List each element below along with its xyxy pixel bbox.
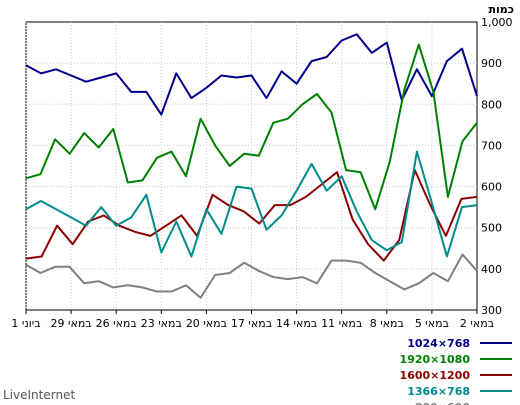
x-tick-label: 29 במאי	[51, 317, 92, 330]
y-axis-ticks: 300 400 500 600 700 800 900 1,000	[481, 16, 513, 317]
x-tick-label: 11 במאי	[321, 317, 362, 330]
x-tick-label: 17 במאי	[231, 317, 272, 330]
legend-label: 800×600	[415, 401, 470, 405]
x-tick-label: 23 במאי	[141, 317, 182, 330]
x-tick-label: 20 במאי	[186, 317, 227, 330]
y-tick-label: 1,000	[481, 16, 513, 29]
x-tick-label: 8 במאי	[370, 317, 404, 330]
legend-label: 1366×768	[407, 385, 470, 398]
series-line-4	[25, 150, 478, 258]
legend-label: 1600×1200	[400, 369, 471, 382]
x-tick-label: 2 במאי	[460, 317, 494, 330]
x-axis-ticks: 2 במאי 5 במאי 8 במאי 11 במאי 14 במאי 17 במאי 2…	[11, 310, 494, 330]
x-tick-label: 5 במאי	[415, 317, 449, 330]
y-tick-label: 800	[481, 98, 502, 111]
series-lines	[25, 33, 478, 299]
brand-logo: LiveInternet	[3, 388, 76, 402]
y-tick-label: 700	[481, 139, 502, 152]
y-tick-label: 600	[481, 181, 502, 194]
y-tick-label: 400	[481, 263, 502, 276]
y-tick-label: 900	[481, 57, 502, 70]
series-line-3	[25, 169, 478, 262]
y-tick-label: 300	[481, 304, 502, 317]
gridlines	[25, 22, 477, 310]
x-tick-label: 14 במאי	[276, 317, 317, 330]
series-line-5	[25, 253, 478, 299]
x-tick-label: 26 במאי	[96, 317, 137, 330]
x-tick-label: 1 ביוני	[11, 317, 40, 330]
legend-label: 1920×1080	[400, 353, 471, 366]
series-line-2	[25, 43, 478, 211]
legend: 1024×768 1920×1080 1600×1200 1366×768 800×60…	[400, 337, 512, 405]
y-axis-title: כמות	[489, 3, 514, 16]
legend-label: 1024×768	[407, 337, 470, 350]
y-tick-label: 500	[481, 222, 502, 235]
